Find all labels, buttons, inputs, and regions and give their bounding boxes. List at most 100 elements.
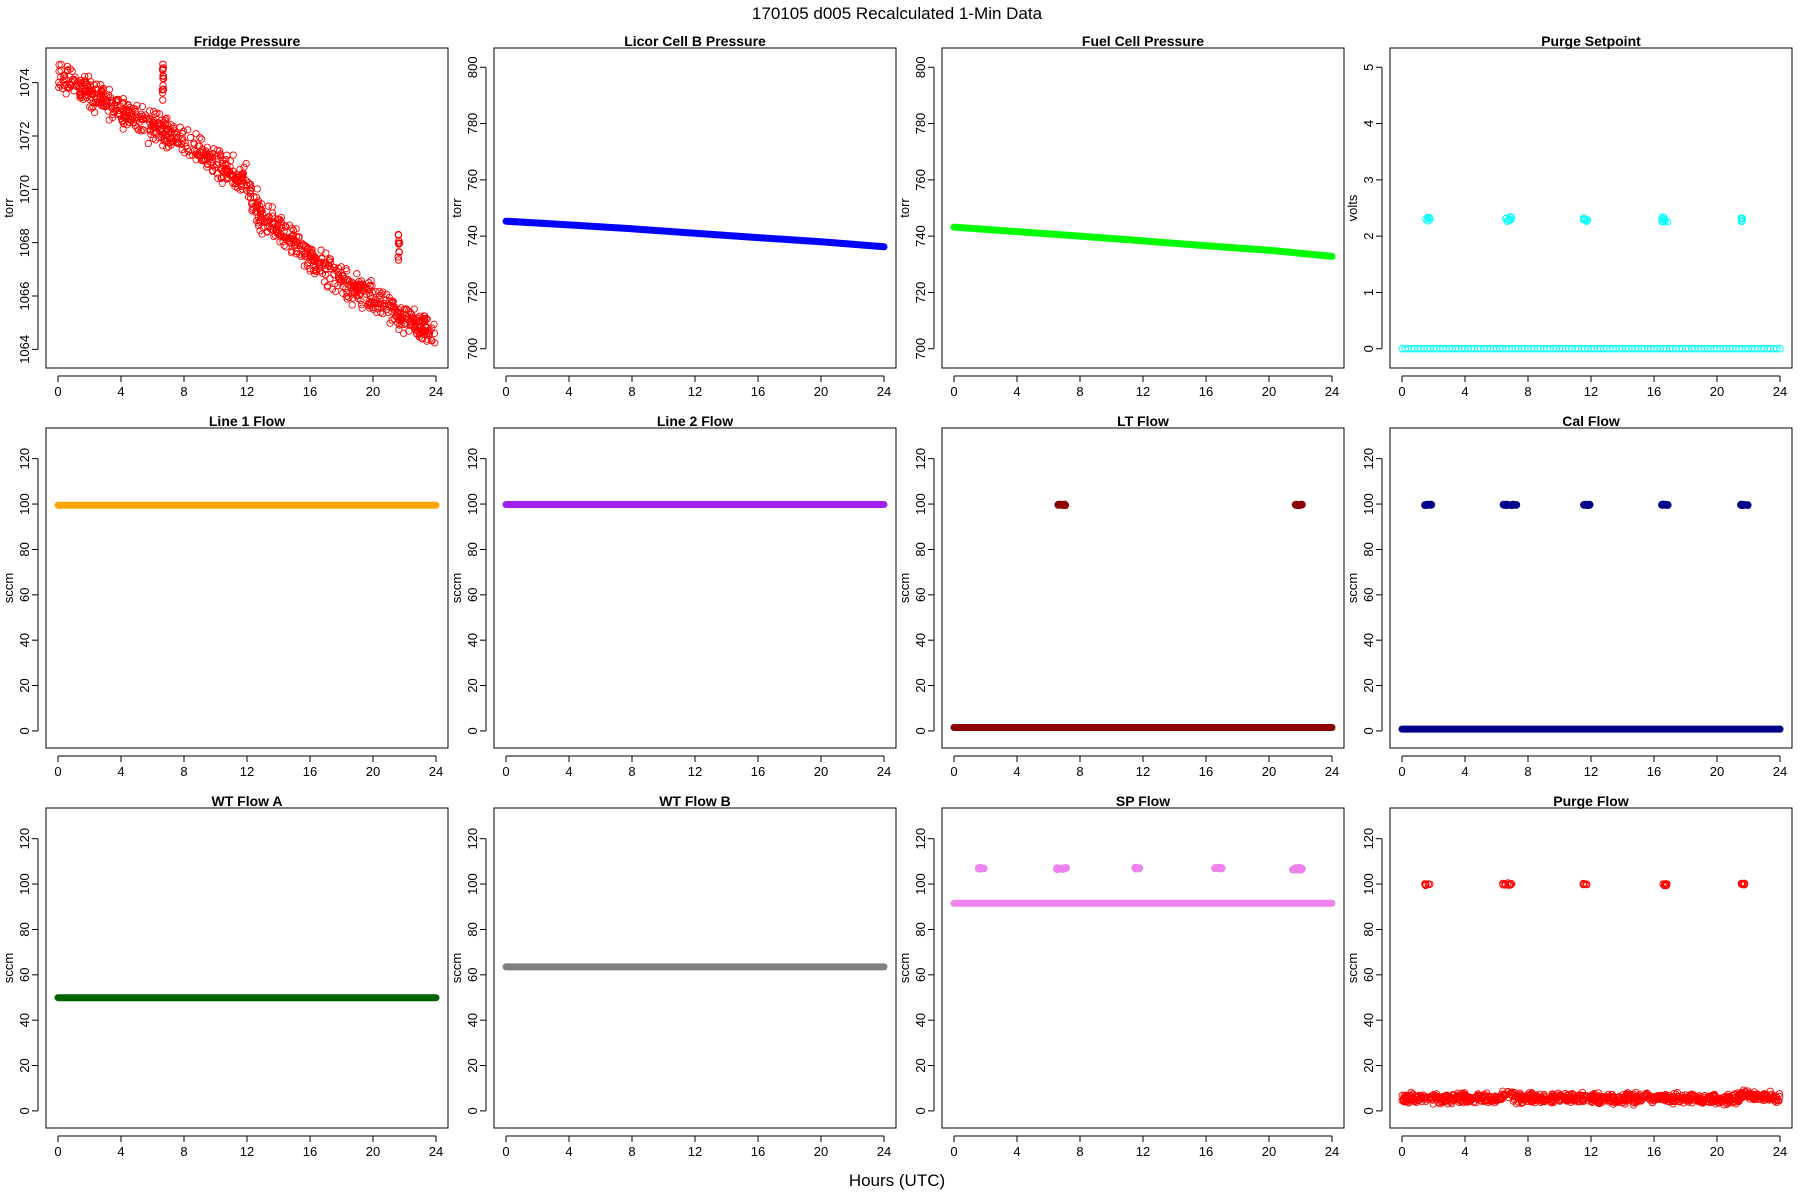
data-point [1456, 1093, 1464, 1101]
data-point [423, 337, 431, 345]
data-point [1449, 1095, 1458, 1103]
x-tick-label: 24 [429, 1144, 443, 1159]
x-tick-label: 8 [180, 1144, 187, 1159]
data-point [140, 126, 148, 134]
data-point [1581, 501, 1589, 509]
data-point [1661, 880, 1670, 889]
data-point [1671, 1097, 1679, 1106]
data-point [1436, 1095, 1444, 1103]
data-point [377, 290, 386, 298]
panel-line-2-flow: Line 2 Flow 0 4 8 12 16 20 24 0 20 40 60 80 100 120 scc… [449, 413, 897, 779]
data-point [1682, 1093, 1690, 1102]
x-tick-label: 20 [814, 384, 828, 399]
data-point [1740, 879, 1749, 888]
data-point [419, 315, 427, 323]
data-point [375, 300, 383, 308]
plot-frame [493, 807, 897, 1129]
data-point [258, 210, 267, 218]
x-tick-label: 8 [1076, 384, 1083, 399]
data-point [127, 116, 135, 124]
data-point [145, 118, 154, 126]
y-tick-label: 40 [465, 633, 480, 647]
data-point [103, 96, 112, 105]
y-axis-label: sccm [897, 953, 912, 983]
y-tick-label: 120 [1361, 448, 1376, 470]
y-axis-label: sccm [1345, 953, 1360, 983]
x-tick-label: 20 [1710, 764, 1724, 779]
data-point [1750, 1094, 1759, 1102]
y-tick-label: 4 [1361, 120, 1376, 127]
x-tick-label: 20 [366, 764, 380, 779]
data-point [223, 151, 231, 159]
x-tick-label: 16 [751, 384, 765, 399]
data-point [1296, 864, 1305, 872]
x-tick-label: 16 [303, 384, 317, 399]
data-point [1475, 1094, 1483, 1103]
series-5-cluster [1289, 863, 1306, 874]
data-point [1523, 1094, 1532, 1103]
data-point [223, 174, 231, 182]
series-1-cluster [1422, 213, 1434, 225]
y-tick-label: 100 [17, 493, 32, 515]
data-point [159, 96, 167, 104]
y-tick-label: 740 [913, 225, 928, 247]
data-point [383, 290, 391, 299]
panel-licor-cell-b-pressure: Licor Cell B Pressure 0 4 8 12 16 20 24 700 720 74… [449, 33, 897, 399]
data-point [268, 203, 276, 211]
series-0-trend [1398, 1086, 1784, 1109]
x-tick-label: 8 [180, 764, 187, 779]
data-point [1452, 1095, 1460, 1103]
data-point [182, 142, 190, 151]
data-point [312, 267, 320, 275]
data-point [394, 256, 403, 264]
data-point [1476, 1092, 1484, 1100]
data-point [1629, 1098, 1638, 1106]
data-point [1398, 1096, 1406, 1105]
data-point [237, 182, 245, 191]
data-point [55, 78, 63, 86]
data-point [80, 78, 89, 86]
x-tick-label: 20 [366, 1144, 380, 1159]
data-point [300, 252, 309, 260]
panel-fuel-cell-pressure: Fuel Cell Pressure 0 4 8 12 16 20 24 700 720 740 76… [897, 33, 1345, 399]
data-point [1404, 1099, 1413, 1107]
data-point [1500, 1091, 1508, 1100]
data-point [282, 243, 290, 251]
y-tick-label: 1 [1361, 289, 1376, 296]
data-point [159, 142, 167, 150]
y-tick-label: 20 [913, 1058, 928, 1072]
data-point [1497, 1093, 1506, 1102]
data-point [157, 133, 165, 141]
y-tick-label: 80 [17, 922, 32, 936]
x-tick-label: 20 [1262, 384, 1276, 399]
y-tick-label: 100 [1361, 493, 1376, 515]
series-0-line [1398, 345, 1784, 353]
y-tick-label: 120 [913, 448, 928, 470]
data-point [235, 178, 244, 186]
data-point [56, 73, 65, 81]
y-tick-label: 0 [465, 727, 480, 734]
panel-title: Purge Flow [1553, 793, 1629, 809]
data-point [1211, 864, 1219, 873]
panel-line-1-flow: Line 1 Flow 0 4 8 12 16 20 24 0 20 40 60 80 100 120 scc… [1, 413, 449, 779]
y-tick-label: 5 [1361, 64, 1376, 71]
y-tick-label: 760 [913, 169, 928, 191]
x-tick-label: 4 [1461, 764, 1468, 779]
x-tick-label: 8 [628, 764, 635, 779]
data-point [1061, 501, 1070, 510]
data-point [1581, 880, 1589, 888]
data-point [1505, 216, 1513, 225]
data-point [1579, 1097, 1587, 1106]
data-point [217, 174, 225, 183]
data-point [204, 153, 212, 161]
series-2-cluster [1499, 879, 1516, 889]
data-point [330, 271, 338, 279]
data-point [265, 213, 273, 221]
series-4-cluster [1659, 880, 1671, 890]
data-point [76, 90, 84, 98]
x-tick-label: 12 [1136, 384, 1150, 399]
data-point [1734, 1094, 1743, 1103]
y-tick-label: 3 [1361, 176, 1376, 183]
data-band [950, 223, 1336, 260]
data-point [196, 133, 204, 142]
